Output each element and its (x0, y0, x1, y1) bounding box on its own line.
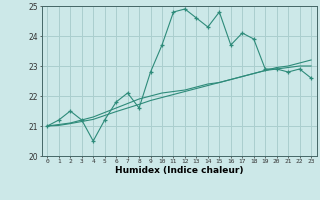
X-axis label: Humidex (Indice chaleur): Humidex (Indice chaleur) (115, 166, 244, 175)
